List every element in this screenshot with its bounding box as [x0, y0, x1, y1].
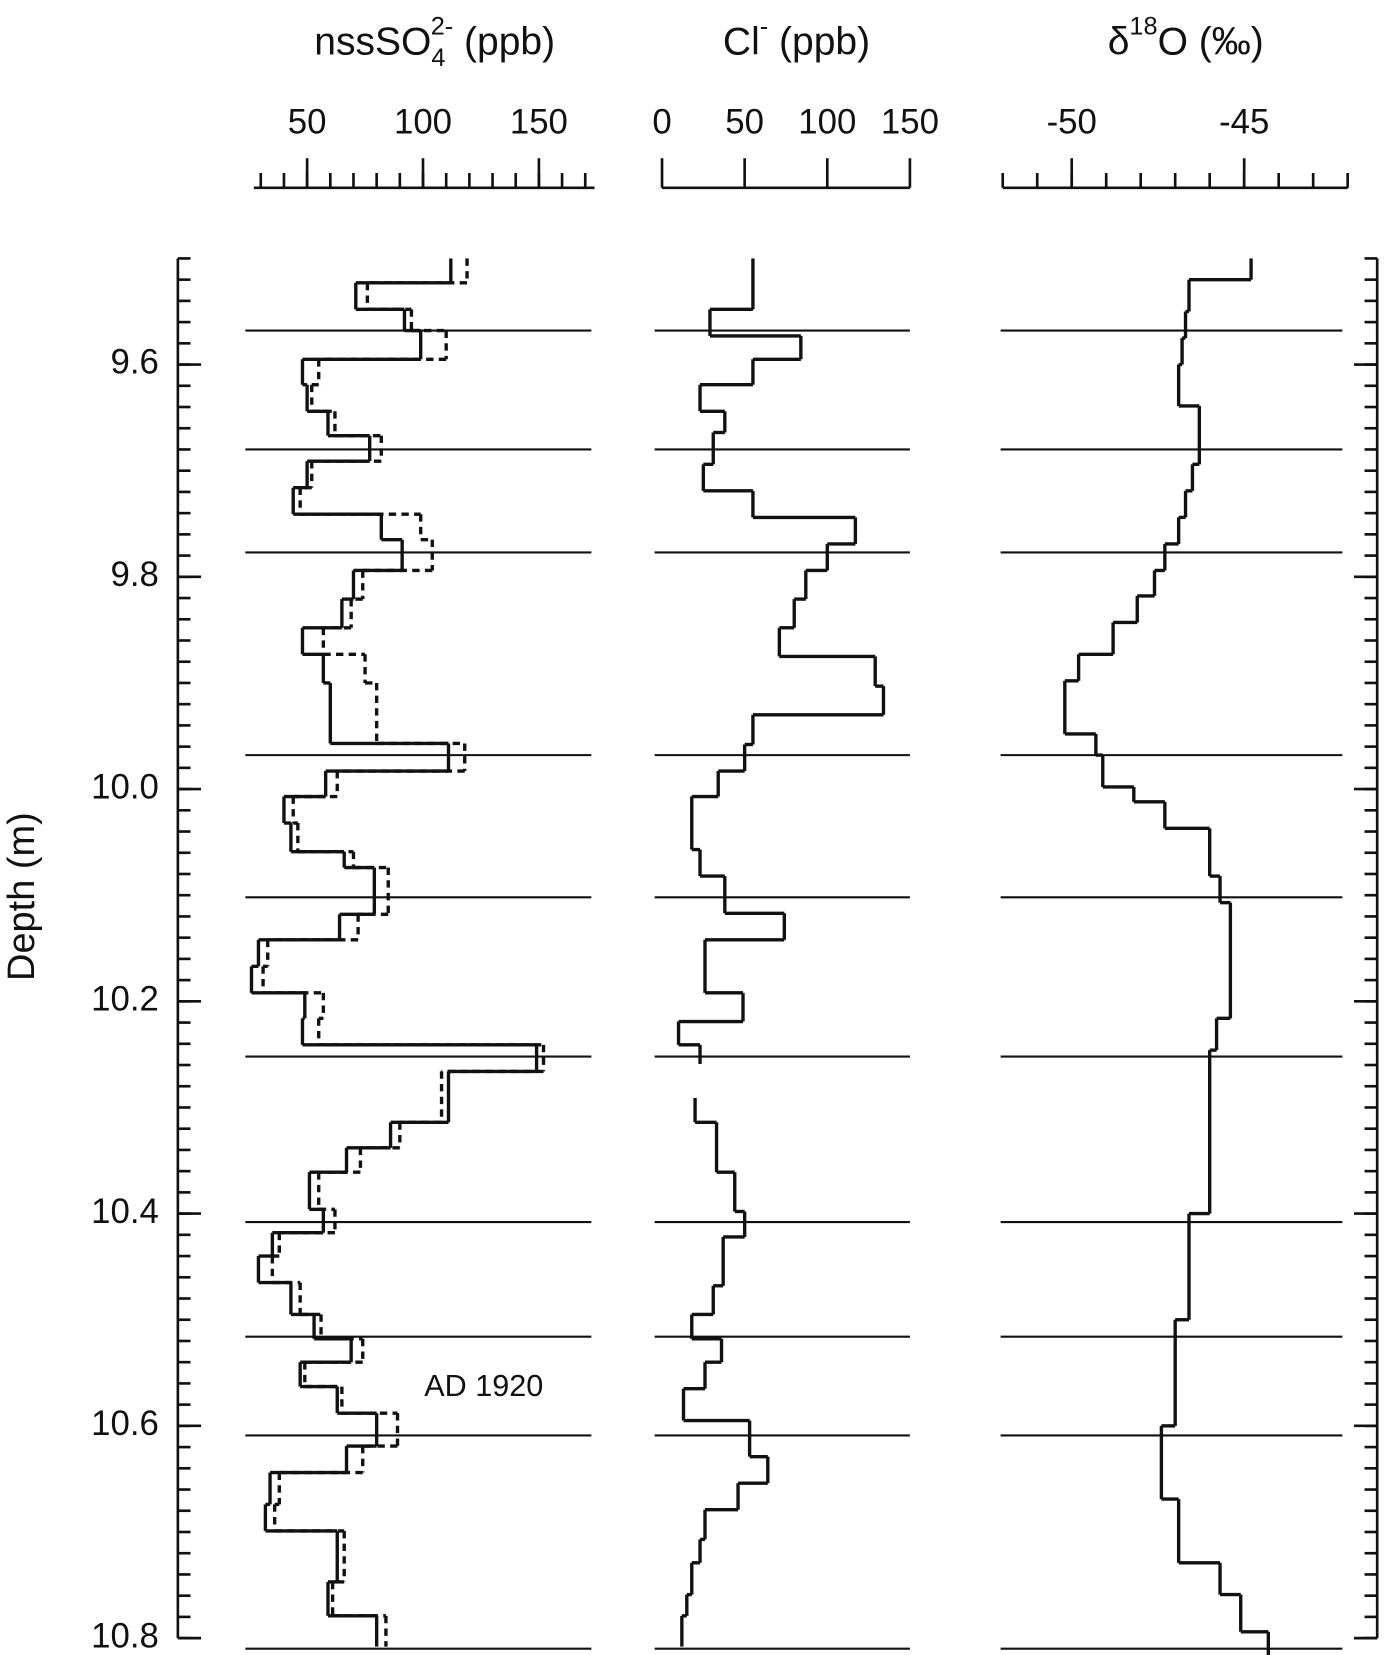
y-tick-label: 9.6 — [111, 343, 159, 382]
x-tick-label: 50 — [288, 103, 327, 142]
x-tick-label: 100 — [798, 103, 856, 142]
title-part: 2- — [431, 12, 454, 40]
profile — [261, 258, 546, 1647]
x-tick-label: 0 — [652, 103, 671, 142]
panel-title: δ18O (‰) — [1108, 12, 1264, 64]
x-tick-label: 150 — [881, 103, 939, 142]
title-part: - — [760, 12, 768, 40]
x-tick-label: 50 — [725, 103, 764, 142]
title-part: δ — [1108, 21, 1130, 64]
title-part: 4 — [431, 44, 445, 72]
y-tick-label: 10.6 — [91, 1404, 159, 1443]
x-tick-label: -50 — [1047, 103, 1097, 142]
y-tick-label: 10.8 — [91, 1616, 159, 1655]
y-axis-title: Depth (m) — [1, 812, 43, 981]
title-part: (ppb) — [768, 21, 870, 64]
profile — [1063, 258, 1271, 1655]
title-part: O (‰) — [1158, 21, 1264, 64]
x-tick-label: 100 — [394, 103, 452, 142]
x-tick-label: -45 — [1219, 103, 1269, 142]
title-part: nssSO — [314, 21, 431, 64]
panel-title: Cl- (ppb) — [723, 12, 870, 64]
y-tick-label: 10.2 — [91, 980, 159, 1019]
y-tick-label: 9.8 — [111, 555, 159, 594]
y-tick-label: 10.4 — [91, 1192, 159, 1231]
y-tick-label: 10.0 — [91, 767, 159, 806]
annotation: AD 1920 — [424, 1369, 543, 1403]
x-tick-label: 150 — [510, 103, 568, 142]
profile — [676, 258, 886, 1647]
panel-title: nssSO4 2- (ppb) — [314, 12, 555, 72]
title-part: Cl — [723, 21, 760, 64]
title-part: 18 — [1129, 12, 1157, 40]
title-part: (ppb) — [453, 21, 555, 64]
